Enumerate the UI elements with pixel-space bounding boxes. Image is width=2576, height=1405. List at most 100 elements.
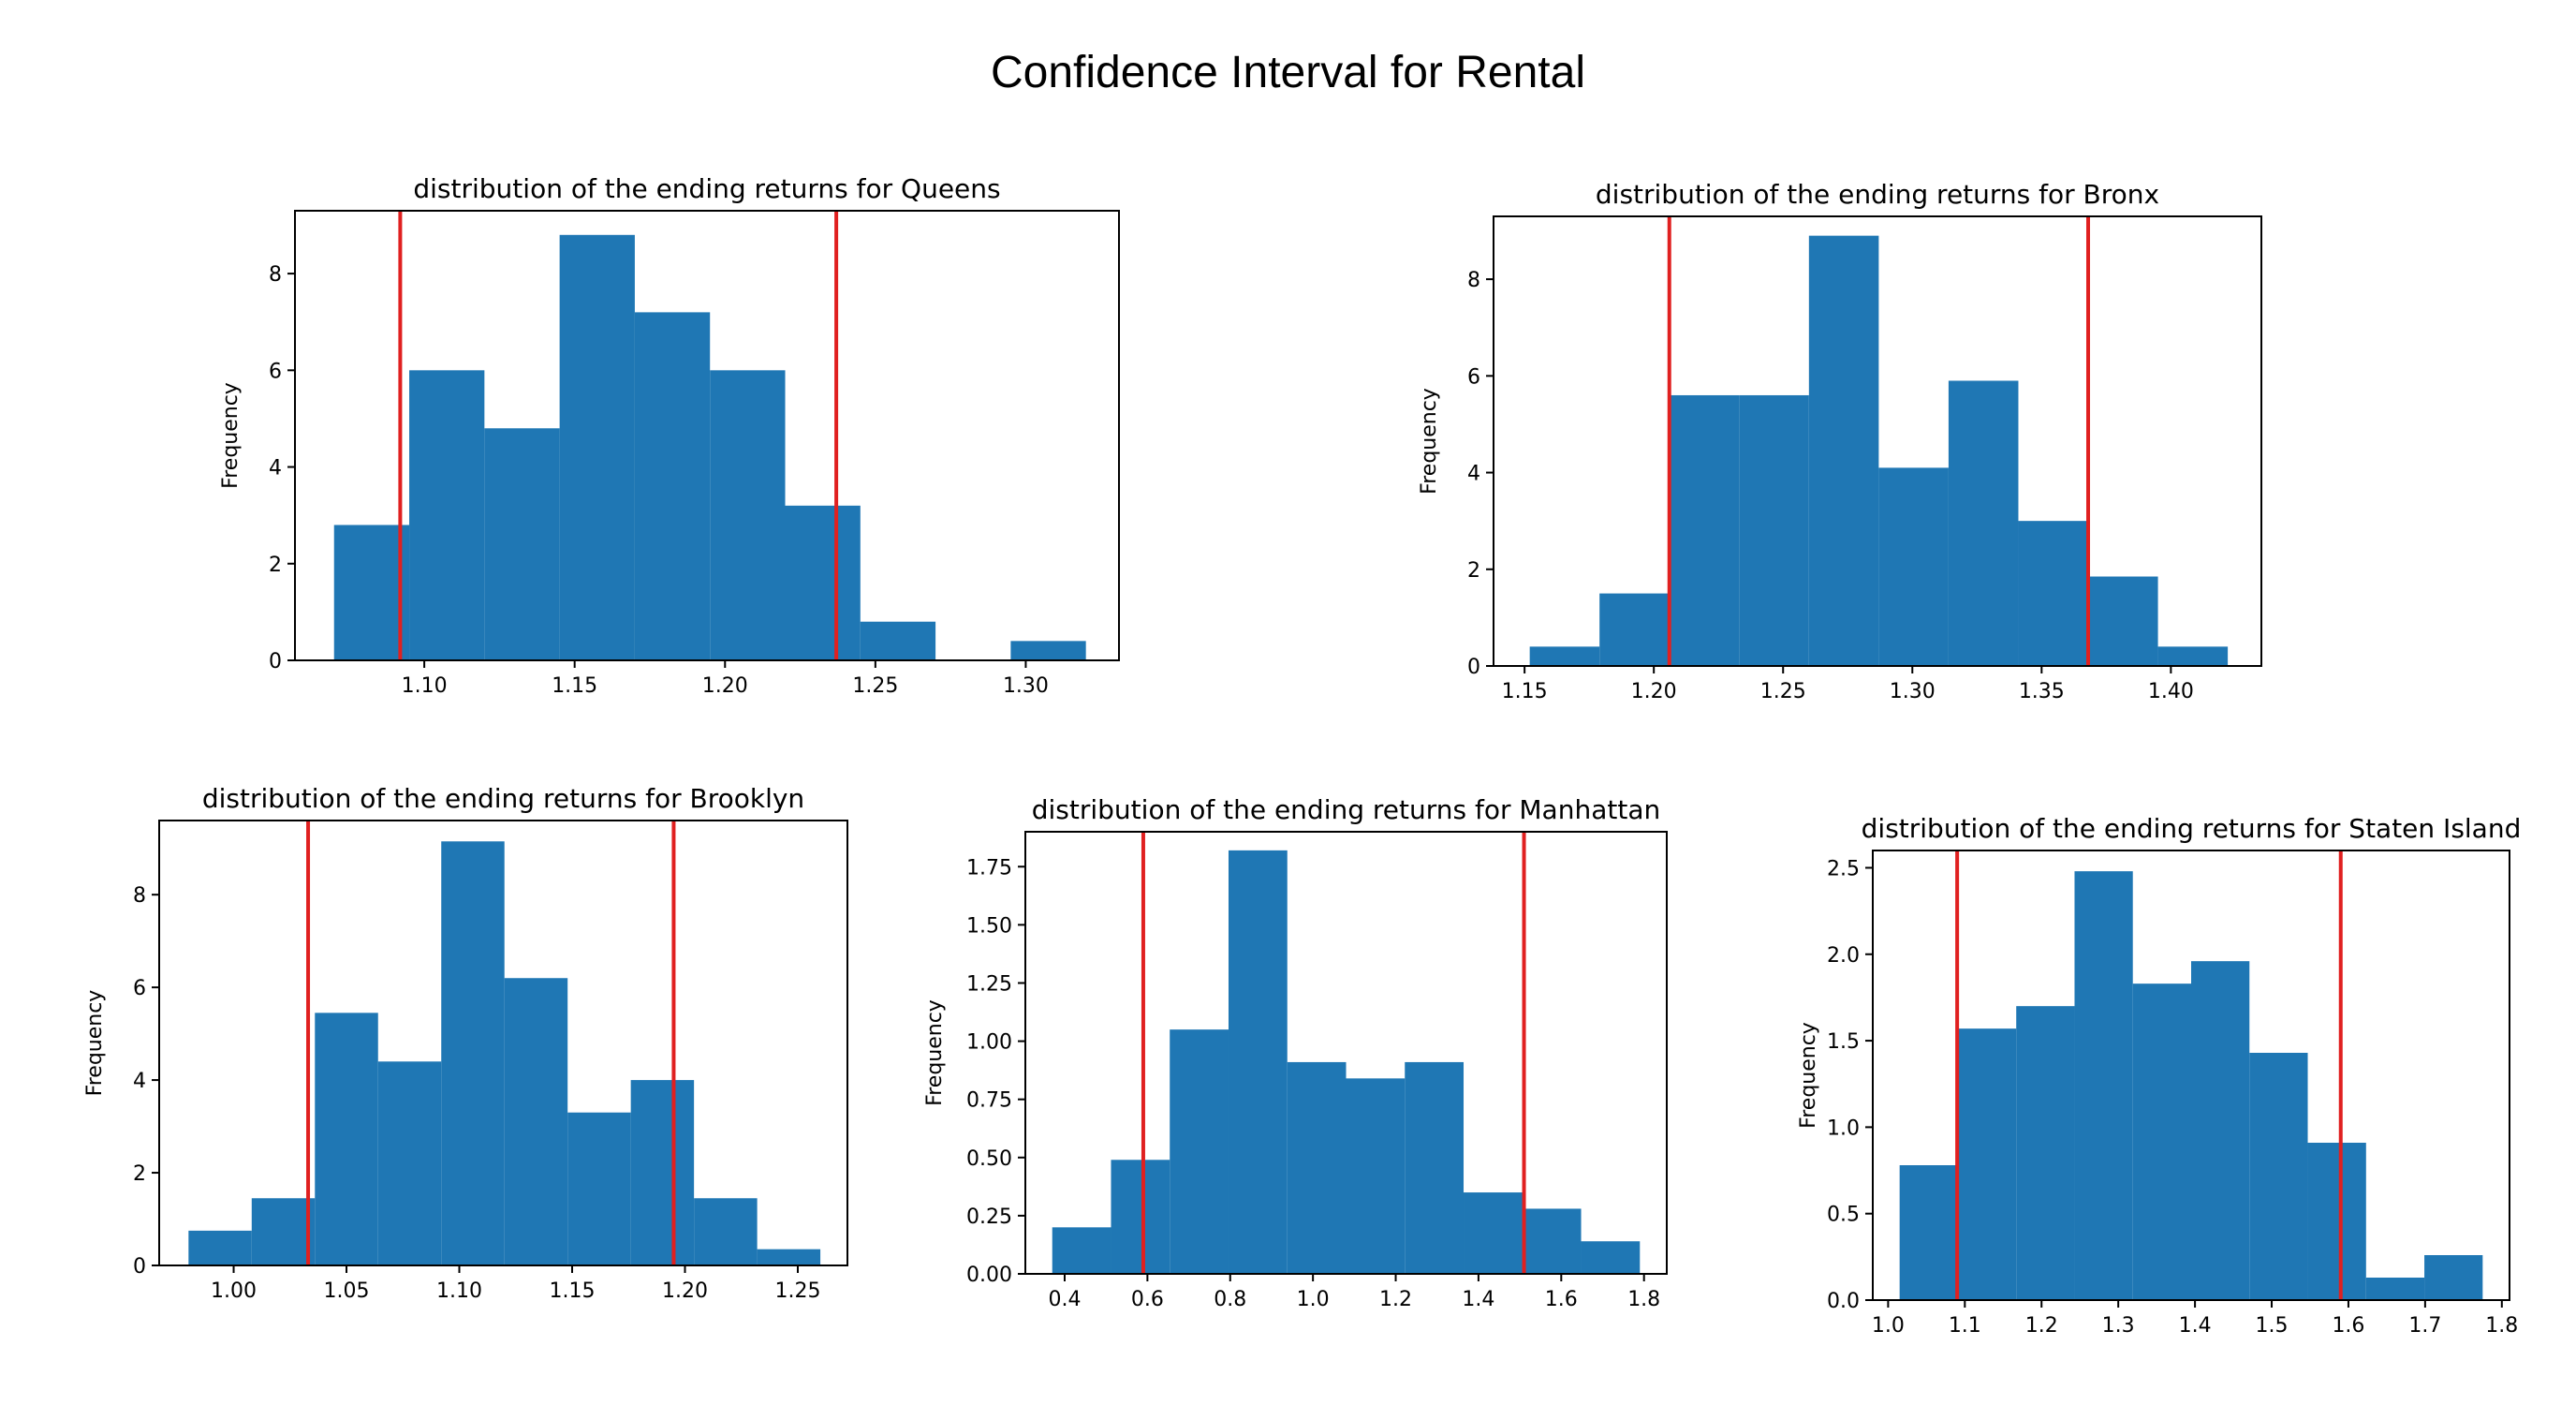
histogram-bar [2018, 521, 2089, 666]
y-tick-label: 0.00 [966, 1264, 1012, 1287]
y-tick-label: 1.00 [966, 1031, 1012, 1055]
histogram-bar [1170, 1029, 1229, 1274]
x-tick-label: 1.05 [324, 1279, 370, 1303]
histogram-bar [251, 1198, 316, 1265]
x-tick-label: 1.6 [1545, 1288, 1578, 1311]
histogram-bar [2132, 984, 2191, 1300]
y-tick-label: 1.5 [1827, 1030, 1860, 1054]
histogram-bar [2365, 1278, 2425, 1300]
y-tick-label: 1.50 [966, 914, 1012, 938]
histogram-bar [2424, 1255, 2483, 1300]
x-tick-label: 1.25 [852, 674, 898, 698]
x-tick-label: 1.15 [552, 674, 597, 698]
histogram-bar [1228, 850, 1288, 1274]
page-title: Confidence Interval for Rental [990, 48, 1585, 97]
chart-title: distribution of the ending returns for B… [1596, 179, 2159, 210]
histogram-bar [757, 1249, 821, 1265]
y-axis-label: Frequency [1418, 388, 1441, 495]
x-tick-label: 1.0 [1297, 1288, 1330, 1311]
y-tick-label: 1.25 [966, 972, 1012, 996]
x-tick-label: 1.4 [1462, 1288, 1494, 1311]
y-tick-label: 4 [1467, 463, 1480, 486]
histogram-bar [567, 1112, 631, 1265]
y-tick-label: 0 [1467, 656, 1480, 679]
x-tick-label: 1.7 [2408, 1314, 2441, 1338]
histogram-bar [1948, 380, 2019, 666]
histogram-bar [409, 370, 485, 660]
plot-frame [1024, 831, 1668, 1275]
y-tick-label: 0 [133, 1255, 146, 1279]
y-tick-label: 0.75 [966, 1089, 1012, 1113]
histogram-bar [694, 1198, 758, 1265]
x-tick-label: 1.40 [2148, 680, 2194, 703]
x-tick-label: 1.00 [211, 1279, 257, 1303]
y-tick-label: 2 [133, 1162, 146, 1186]
histogram-bar [860, 621, 936, 660]
histogram-bar [1464, 1192, 1523, 1274]
histogram-bar [1287, 1061, 1347, 1274]
histogram-staten-island: distribution of the ending returns for S… [1797, 813, 2522, 1338]
x-tick-label: 0.8 [1214, 1288, 1246, 1311]
histogram-bar [785, 505, 861, 660]
y-tick-label: 2.0 [1827, 944, 1860, 968]
histogram-bar [1739, 394, 1809, 666]
y-tick-label: 2.5 [1827, 857, 1860, 880]
x-tick-label: 1.8 [1627, 1288, 1660, 1311]
histogram-bar [559, 234, 635, 660]
x-tick-label: 1.4 [2179, 1314, 2212, 1338]
histogram-bar [1111, 1160, 1170, 1274]
y-axis-label: Frequency [923, 999, 947, 1106]
x-tick-label: 1.20 [1631, 680, 1677, 703]
histogram-bar [1581, 1241, 1641, 1274]
histogram-bar [1522, 1208, 1582, 1274]
histogram-bar [634, 312, 711, 660]
histogram-bar [1010, 641, 1086, 660]
y-tick-label: 8 [133, 884, 146, 908]
histogram-bar [484, 428, 560, 660]
y-tick-label: 4 [269, 457, 282, 481]
chart-title: distribution of the ending returns for Q… [413, 173, 1000, 204]
x-tick-label: 1.20 [662, 1279, 708, 1303]
x-tick-label: 1.25 [1760, 680, 1806, 703]
x-tick-label: 1.30 [1890, 680, 1936, 703]
y-tick-label: 0.50 [966, 1147, 1012, 1171]
histogram-brooklyn: distribution of the ending returns for B… [83, 783, 848, 1303]
y-axis-label: Frequency [1797, 1022, 1820, 1129]
histogram-bar [1405, 1061, 1465, 1274]
plot-frame [294, 210, 1120, 661]
x-tick-label: 1.30 [1003, 674, 1049, 698]
y-tick-label: 6 [133, 977, 146, 1000]
x-tick-label: 1.20 [702, 674, 748, 698]
plot-frame [1493, 215, 2262, 667]
x-tick-label: 1.5 [2256, 1314, 2289, 1338]
histogram-bar [1669, 394, 1740, 666]
x-tick-label: 1.25 [774, 1279, 820, 1303]
x-tick-label: 1.15 [1502, 680, 1548, 703]
y-tick-label: 2 [1467, 559, 1480, 583]
x-tick-label: 0.6 [1131, 1288, 1164, 1311]
histogram-bar [188, 1230, 252, 1265]
y-tick-label: 0.25 [966, 1205, 1012, 1229]
y-tick-label: 0.0 [1827, 1290, 1860, 1313]
y-tick-label: 8 [269, 263, 282, 287]
histogram-bar [2074, 871, 2133, 1300]
x-tick-label: 1.8 [2485, 1314, 2518, 1338]
chart-title: distribution of the ending returns for S… [1862, 813, 2522, 844]
histogram-bar [1899, 1165, 1958, 1300]
histogram-bar [1957, 1028, 2017, 1300]
y-tick-label: 4 [133, 1070, 146, 1093]
x-tick-label: 1.2 [1379, 1288, 1412, 1311]
y-tick-label: 2 [269, 554, 282, 577]
histogram-bar [1808, 235, 1879, 666]
histogram-bar [1052, 1227, 1111, 1274]
x-tick-label: 1.35 [2019, 680, 2065, 703]
chart-title: distribution of the ending returns for M… [1032, 794, 1660, 825]
x-tick-label: 1.6 [2332, 1314, 2364, 1338]
histogram-queens: distribution of the ending returns for Q… [219, 173, 1120, 698]
histogram-bar [2088, 576, 2158, 666]
y-axis-label: Frequency [219, 382, 243, 489]
plot-frame [1872, 850, 2510, 1301]
x-tick-label: 1.0 [1872, 1314, 1905, 1338]
x-tick-label: 1.1 [1949, 1314, 1981, 1338]
histogram-bar [333, 525, 410, 660]
